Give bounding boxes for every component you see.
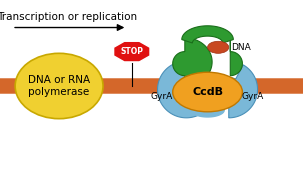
Polygon shape [230,38,242,76]
Text: DNA: DNA [231,43,251,52]
Polygon shape [215,65,258,118]
Polygon shape [191,103,224,117]
Polygon shape [173,38,212,86]
Text: DNA or RNA
polymerase: DNA or RNA polymerase [28,75,90,97]
Circle shape [208,41,229,53]
Text: STOP: STOP [120,47,143,56]
FancyBboxPatch shape [0,78,303,94]
Circle shape [173,72,242,112]
Text: CcdB: CcdB [192,87,223,97]
Ellipse shape [15,53,103,119]
Polygon shape [158,61,201,118]
Text: Transcription or replication: Transcription or replication [0,12,137,22]
Text: GyrA: GyrA [242,92,264,101]
Text: GyrB: GyrB [222,9,245,18]
Text: GyrA: GyrA [151,92,173,101]
Polygon shape [182,26,233,43]
Text: GyrB: GyrB [163,9,185,18]
Polygon shape [114,41,150,62]
